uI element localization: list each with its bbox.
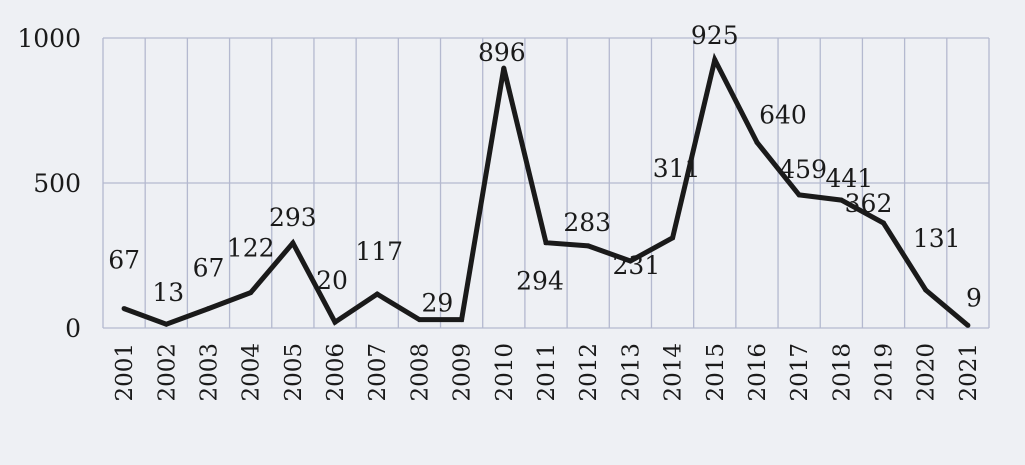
- x-axis: 2001 2002 2003 2004 2005 2006 2007 2008 2009 2010…: [112, 343, 982, 402]
- x-tick-label: 2005: [281, 343, 307, 402]
- data-label: 67: [193, 254, 225, 283]
- data-label: 9: [966, 283, 982, 312]
- data-label: 293: [269, 203, 317, 232]
- y-tick-label: 1000: [17, 24, 81, 53]
- data-label: 122: [227, 234, 275, 263]
- data-point: [585, 243, 591, 249]
- x-tick-label: 2008: [407, 343, 433, 402]
- y-axis: 0 500 1000: [17, 24, 81, 343]
- x-tick-label: 2015: [703, 343, 729, 402]
- x-tick-label: 2014: [661, 343, 687, 402]
- data-point: [459, 317, 465, 323]
- data-label: 294: [516, 267, 564, 296]
- data-label: 231: [613, 251, 661, 280]
- data-point: [712, 57, 718, 63]
- x-tick-label: 2003: [196, 343, 222, 402]
- x-tick-label: 2011: [534, 343, 560, 402]
- data-point: [627, 258, 633, 264]
- data-point: [163, 321, 169, 327]
- data-point: [205, 306, 211, 312]
- x-tick-label: 2017: [787, 343, 813, 402]
- data-label: 283: [563, 208, 611, 237]
- x-tick-label: 2009: [450, 343, 476, 402]
- x-tick-label: 2013: [618, 343, 644, 402]
- data-point: [374, 291, 380, 297]
- data-label: 20: [316, 266, 348, 295]
- data-label: 896: [478, 38, 526, 67]
- data-label: 67: [108, 246, 140, 275]
- x-tick-label: 2006: [323, 343, 349, 402]
- x-tick-label: 2012: [576, 343, 602, 402]
- data-point: [754, 139, 760, 145]
- data-label: 925: [691, 21, 739, 50]
- data-point: [881, 220, 887, 226]
- data-label: 131: [913, 224, 961, 253]
- data-point: [923, 287, 929, 293]
- data-point: [796, 192, 802, 198]
- data-point: [501, 65, 507, 71]
- x-tick-label: 2001: [112, 343, 138, 402]
- data-point: [965, 322, 971, 328]
- y-tick-label: 500: [33, 169, 81, 198]
- data-point: [670, 235, 676, 241]
- data-point: [248, 290, 254, 296]
- data-point: [332, 319, 338, 325]
- data-labels: 6713671222932011729896294283231311925640…: [108, 21, 982, 318]
- x-tick-label: 2019: [872, 343, 898, 402]
- data-label: 311: [653, 154, 701, 183]
- data-label: 29: [422, 289, 454, 318]
- data-label: 459: [779, 155, 827, 184]
- x-tick-label: 2018: [829, 343, 855, 402]
- data-point: [416, 317, 422, 323]
- data-points: [121, 57, 971, 328]
- x-tick-label: 2020: [914, 343, 940, 402]
- data-point: [121, 306, 127, 312]
- data-label: 441: [825, 164, 873, 193]
- data-point: [838, 197, 844, 203]
- x-tick-label: 2002: [154, 343, 180, 402]
- data-label: 640: [759, 100, 807, 129]
- grid: [102, 37, 990, 329]
- y-tick-label: 0: [65, 314, 81, 343]
- data-label: 362: [845, 189, 893, 218]
- x-tick-label: 2010: [492, 343, 518, 402]
- data-point: [290, 240, 296, 246]
- x-tick-label: 2016: [745, 343, 771, 402]
- data-label: 117: [355, 237, 403, 266]
- x-tick-label: 2021: [956, 343, 982, 402]
- x-tick-label: 2004: [239, 343, 265, 402]
- data-point: [543, 240, 549, 246]
- x-tick-label: 2007: [365, 343, 391, 402]
- data-label: 13: [152, 278, 184, 307]
